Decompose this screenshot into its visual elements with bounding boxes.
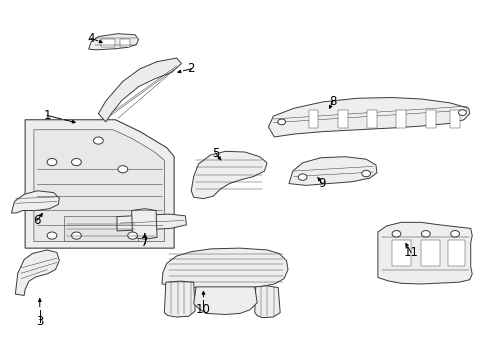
Circle shape (278, 119, 286, 125)
Text: 1: 1 (43, 109, 51, 122)
Circle shape (47, 232, 57, 239)
Bar (101, 40, 115, 46)
Circle shape (72, 158, 81, 166)
Circle shape (72, 232, 81, 239)
Polygon shape (194, 287, 257, 315)
Polygon shape (162, 248, 288, 288)
Polygon shape (289, 157, 377, 185)
Polygon shape (15, 250, 59, 296)
Polygon shape (269, 98, 470, 137)
Circle shape (298, 174, 307, 180)
Text: 8: 8 (329, 95, 337, 108)
Bar (448, 240, 465, 266)
Polygon shape (132, 209, 157, 239)
Text: 10: 10 (196, 303, 211, 316)
Text: 7: 7 (141, 236, 148, 249)
Polygon shape (98, 58, 181, 122)
Circle shape (459, 110, 466, 116)
Polygon shape (378, 222, 472, 284)
Bar (367, 110, 377, 128)
Circle shape (421, 230, 430, 237)
Polygon shape (25, 120, 174, 248)
Bar (338, 110, 347, 128)
Circle shape (362, 170, 370, 177)
Text: 11: 11 (404, 246, 418, 259)
Circle shape (94, 137, 103, 144)
Bar (396, 110, 406, 128)
Text: 9: 9 (318, 177, 326, 190)
Polygon shape (64, 216, 138, 241)
Bar (121, 40, 130, 46)
Bar (309, 110, 318, 128)
Circle shape (118, 166, 128, 173)
Text: 2: 2 (188, 62, 195, 75)
Text: 5: 5 (212, 147, 220, 159)
Bar (392, 240, 411, 266)
Polygon shape (89, 34, 139, 50)
Polygon shape (34, 130, 164, 242)
Circle shape (128, 232, 138, 239)
Text: 3: 3 (36, 315, 44, 328)
Polygon shape (117, 214, 186, 231)
Bar (426, 110, 436, 128)
Polygon shape (191, 151, 267, 199)
Bar (450, 110, 460, 128)
Text: 4: 4 (87, 32, 95, 45)
Polygon shape (255, 286, 280, 318)
Text: 6: 6 (34, 214, 41, 227)
Bar (421, 240, 441, 266)
Circle shape (47, 158, 57, 166)
Polygon shape (164, 281, 195, 317)
Polygon shape (11, 191, 59, 213)
Circle shape (392, 230, 401, 237)
Circle shape (451, 230, 460, 237)
